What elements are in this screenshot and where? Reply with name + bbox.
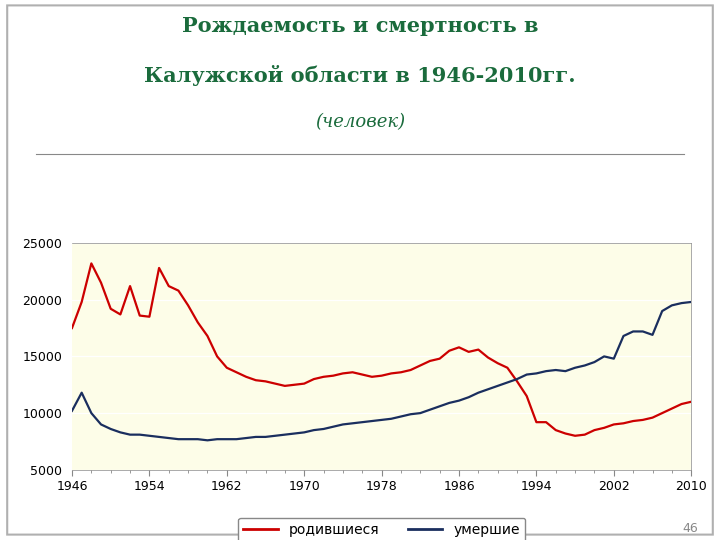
Text: 46: 46: [683, 522, 698, 535]
Text: (человек): (человек): [315, 113, 405, 131]
Text: Рождаемость и смертность в: Рождаемость и смертность в: [181, 16, 539, 36]
Text: Калужской области в 1946-2010гг.: Калужской области в 1946-2010гг.: [144, 65, 576, 86]
Legend: родившиеся, умершие: родившиеся, умершие: [238, 517, 526, 540]
